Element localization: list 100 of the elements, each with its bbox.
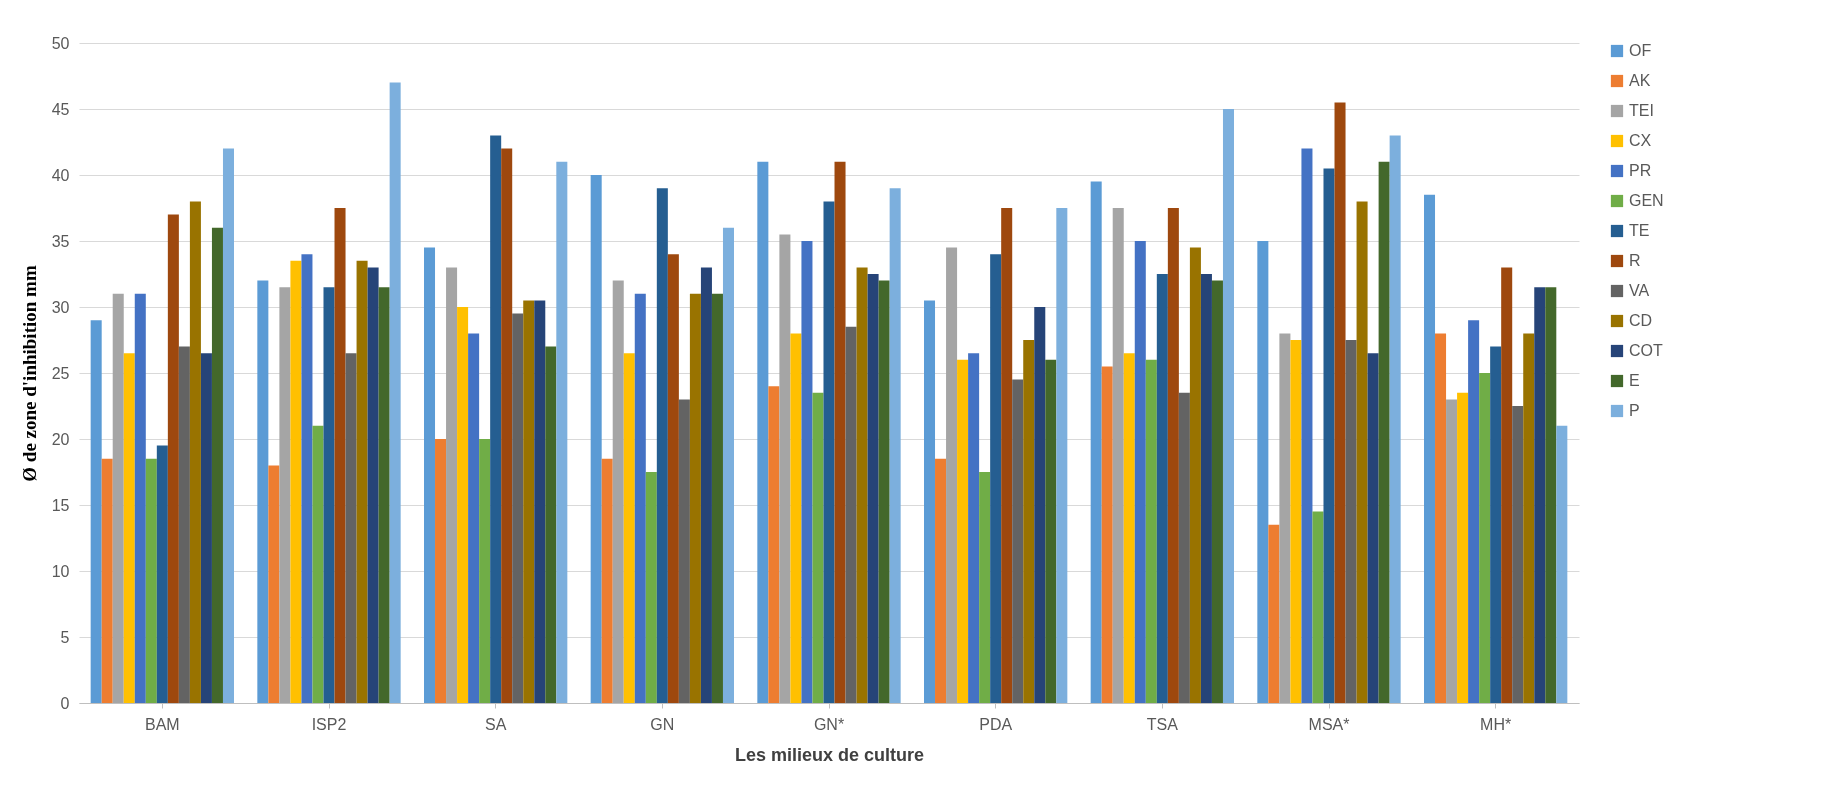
bar	[178, 346, 190, 703]
bar	[1446, 399, 1458, 703]
bar	[112, 293, 124, 703]
bar	[468, 333, 480, 703]
bar	[123, 353, 135, 703]
legend-label: VA	[1629, 282, 1650, 299]
bar	[145, 458, 157, 703]
bar	[612, 280, 624, 703]
x-tick-label: MH*	[1480, 715, 1512, 733]
bar	[389, 82, 401, 703]
bar	[1090, 181, 1102, 703]
legend-label: R	[1629, 252, 1641, 269]
bar	[1189, 247, 1201, 703]
bar	[211, 227, 223, 703]
bar	[689, 293, 701, 703]
bar	[812, 392, 824, 703]
bar	[1200, 274, 1212, 703]
bar	[523, 300, 535, 703]
bar	[1123, 353, 1135, 703]
bar	[512, 313, 524, 703]
legend-label: COT	[1629, 342, 1663, 359]
bar	[856, 267, 868, 703]
bar	[1279, 333, 1291, 703]
bar	[268, 465, 280, 703]
y-tick-label: 45	[51, 100, 70, 118]
bar	[490, 135, 502, 703]
bar	[279, 287, 291, 703]
bar	[556, 161, 568, 703]
y-tick-label: 0	[60, 694, 70, 712]
bar	[1534, 287, 1546, 703]
legend-label: P	[1629, 402, 1640, 419]
bar	[1257, 241, 1269, 703]
x-tick-label: BAM	[145, 715, 180, 733]
bar	[167, 214, 179, 703]
bar	[1167, 208, 1179, 703]
bar	[1112, 208, 1124, 703]
bar	[1145, 359, 1157, 703]
bar	[290, 260, 302, 703]
bar	[1479, 373, 1491, 703]
bar	[345, 353, 357, 703]
bar	[823, 201, 835, 703]
bar	[1045, 359, 1057, 703]
bar	[645, 472, 657, 703]
bar	[1334, 102, 1346, 703]
bar	[878, 280, 890, 703]
legend-label: OF	[1629, 42, 1652, 59]
bar	[90, 320, 102, 703]
bar	[479, 439, 491, 703]
legend-label: CD	[1629, 312, 1653, 329]
bar	[1512, 406, 1524, 703]
x-tick-label: SA	[484, 715, 507, 733]
bar	[1178, 392, 1190, 703]
bar	[656, 188, 668, 703]
bar	[1378, 161, 1390, 703]
bar	[678, 399, 690, 703]
bar	[834, 161, 846, 703]
bar	[1435, 333, 1447, 703]
x-axis-title: Les milieux de culture	[734, 744, 925, 765]
bar	[1556, 425, 1568, 703]
bar	[1545, 287, 1557, 703]
x-tick-label: GN*	[813, 715, 845, 733]
bar	[1490, 346, 1502, 703]
bar	[889, 188, 901, 703]
bar	[1156, 274, 1168, 703]
bar	[200, 353, 212, 703]
y-tick-label: 10	[51, 562, 70, 580]
bar	[1356, 201, 1368, 703]
bar	[457, 307, 469, 703]
bar	[1312, 511, 1324, 703]
bar	[1367, 353, 1379, 703]
legend-label: CX	[1629, 132, 1652, 149]
bar	[1301, 148, 1313, 703]
bar	[790, 333, 802, 703]
bar	[1323, 168, 1335, 703]
legend-label: GEN	[1629, 192, 1664, 209]
bar	[446, 267, 458, 703]
y-axis-title: Ø de zone d'inhibition mm	[18, 265, 40, 482]
legend-label: TEI	[1629, 102, 1654, 119]
bar	[1424, 194, 1436, 703]
x-tick-label: MSA*	[1308, 715, 1350, 733]
bar	[1012, 379, 1024, 703]
bar	[1134, 241, 1146, 703]
bar	[935, 458, 947, 703]
legend-label: E	[1629, 372, 1640, 389]
bar	[1501, 267, 1513, 703]
bar	[1211, 280, 1223, 703]
bar	[257, 280, 269, 703]
bar	[356, 260, 368, 703]
bar	[545, 346, 557, 703]
bar	[979, 472, 991, 703]
bar	[1222, 109, 1234, 703]
bar	[534, 300, 546, 703]
bar	[1468, 320, 1480, 703]
y-tick-label: 5	[60, 628, 70, 646]
bar	[801, 241, 813, 703]
bar	[990, 254, 1002, 703]
bar	[634, 293, 646, 703]
bar	[1345, 340, 1357, 703]
bar	[700, 267, 712, 703]
bar	[968, 353, 980, 703]
